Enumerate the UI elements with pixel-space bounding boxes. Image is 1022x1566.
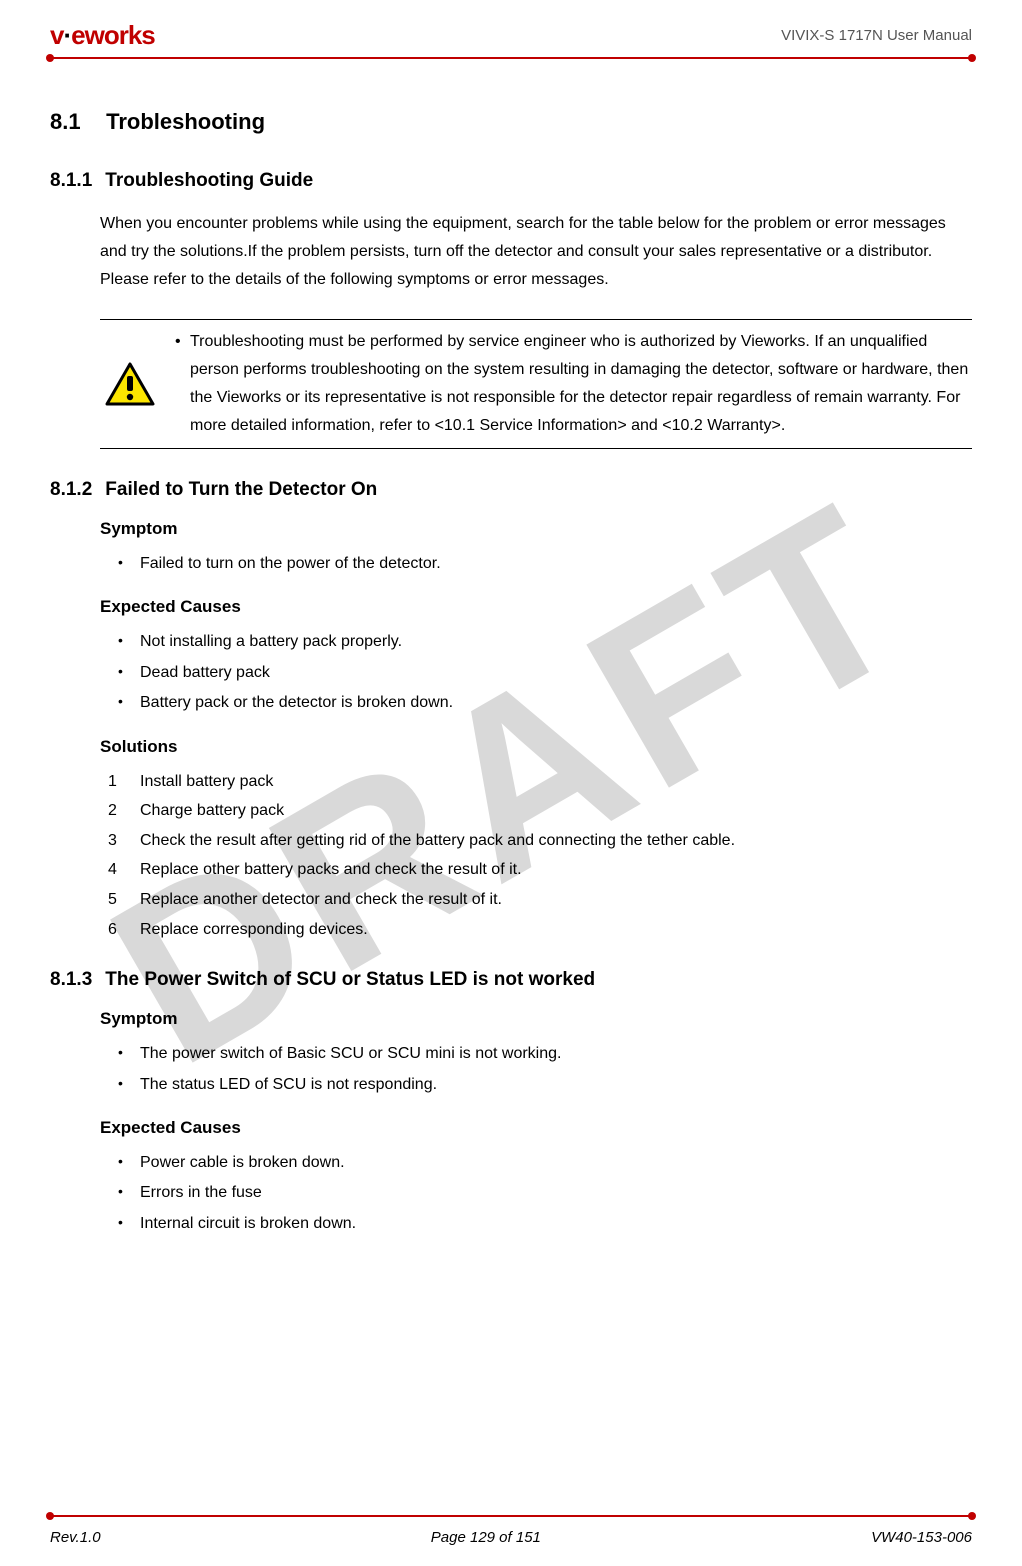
page-header: v·eworks VIVIX-S 1717N User Manual	[50, 20, 972, 59]
header-dot-icon	[968, 54, 976, 62]
list-item: 6Replace corresponding devices.	[100, 915, 972, 945]
section-number: 8.1.3	[50, 969, 100, 991]
section-title: The Power Switch of SCU or Status LED is…	[105, 969, 595, 990]
section-title: Troubleshooting Guide	[105, 170, 313, 191]
list-item: 5Replace another detector and check the …	[100, 885, 972, 915]
list-item: The power switch of Basic SCU or SCU min…	[100, 1039, 972, 1069]
footer-dot-icon	[968, 1512, 976, 1520]
body-paragraph: When you encounter problems while using …	[100, 210, 972, 294]
section-heading-8-1: 8.1 Trobleshooting	[50, 109, 972, 135]
brand-logo: v·eworks	[50, 20, 155, 51]
page-footer: Rev.1.0 Page 129 of 151 VW40-153-006	[50, 1515, 972, 1546]
list-item: 2Charge battery pack	[100, 796, 972, 826]
list-item: Failed to turn on the power of the detec…	[100, 549, 972, 579]
warning-callout: Troubleshooting must be performed by ser…	[100, 319, 972, 449]
section-title: Failed to Turn the Detector On	[105, 479, 377, 500]
page-body: v·eworks VIVIX-S 1717N User Manual 8.1 T…	[0, 0, 1022, 1277]
section-number: 8.1.1	[50, 170, 100, 192]
causes-list: Not installing a battery pack properly. …	[100, 627, 972, 718]
section-number: 8.1	[50, 109, 100, 135]
footer-dot-icon	[46, 1512, 54, 1520]
list-item: Internal circuit is broken down.	[100, 1209, 972, 1239]
list-item: Battery pack or the detector is broken d…	[100, 688, 972, 718]
list-item: Power cable is broken down.	[100, 1148, 972, 1178]
section-title: Trobleshooting	[106, 109, 265, 134]
warning-text-block: Troubleshooting must be performed by ser…	[160, 328, 972, 440]
list-item: Not installing a battery pack properly.	[100, 627, 972, 657]
symptom-heading: Symptom	[100, 519, 972, 539]
list-item: Errors in the fuse	[100, 1178, 972, 1208]
warning-triangle-icon	[100, 362, 160, 407]
list-item: 1Install battery pack	[100, 767, 972, 797]
section-heading-8-1-2: 8.1.2 Failed to Turn the Detector On	[50, 479, 972, 501]
footer-revision: Rev.1.0	[50, 1529, 101, 1546]
causes-heading: Expected Causes	[100, 597, 972, 617]
header-dot-icon	[46, 54, 54, 62]
solutions-list: 1Install battery pack 2Charge battery pa…	[100, 767, 972, 945]
footer-doc-id: VW40-153-006	[871, 1529, 972, 1546]
header-rule	[50, 57, 972, 59]
list-item: Dead battery pack	[100, 658, 972, 688]
symptom-list: Failed to turn on the power of the detec…	[100, 549, 972, 579]
list-item: The status LED of SCU is not responding.	[100, 1070, 972, 1100]
symptom-list: The power switch of Basic SCU or SCU min…	[100, 1039, 972, 1100]
section-heading-8-1-1: 8.1.1 Troubleshooting Guide	[50, 170, 972, 192]
solutions-heading: Solutions	[100, 737, 972, 757]
symptom-heading: Symptom	[100, 1009, 972, 1029]
footer-page-number: Page 129 of 151	[431, 1529, 541, 1546]
warning-list-item: Troubleshooting must be performed by ser…	[175, 328, 972, 440]
doc-title: VIVIX-S 1717N User Manual	[781, 27, 972, 44]
footer-rule	[50, 1515, 972, 1517]
section-number: 8.1.2	[50, 479, 100, 501]
causes-list: Power cable is broken down. Errors in th…	[100, 1148, 972, 1239]
section-heading-8-1-3: 8.1.3 The Power Switch of SCU or Status …	[50, 969, 972, 991]
list-item: 4Replace other battery packs and check t…	[100, 855, 972, 885]
list-item: 3Check the result after getting rid of t…	[100, 826, 972, 856]
causes-heading: Expected Causes	[100, 1118, 972, 1138]
